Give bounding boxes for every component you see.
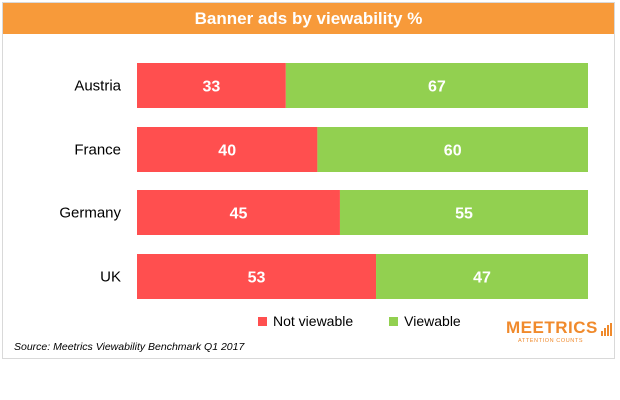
- data-label-not-viewable-uk: 53: [248, 270, 266, 287]
- category-label-germany: Germany: [59, 205, 121, 222]
- bar-not-viewable-france: [137, 127, 318, 172]
- meetrics-logo: MEETRICS ATTENTION COUNTS: [506, 318, 612, 349]
- legend-label-viewable: Viewable: [404, 313, 461, 329]
- legend-swatch-not-viewable: [258, 316, 267, 326]
- title-bar: Banner ads by viewability %: [3, 3, 614, 34]
- logo-tagline: ATTENTION COUNTS: [518, 338, 584, 344]
- data-label-not-viewable-austria: 33: [203, 79, 221, 96]
- legend-swatch-viewable: [389, 316, 399, 326]
- bar-viewable-germany: [339, 190, 588, 235]
- bar-viewable-austria: [285, 63, 588, 108]
- category-label-uk: UK: [100, 269, 121, 286]
- source-note: Source: Meetrics Viewability Benchmark Q…: [14, 341, 245, 353]
- data-label-viewable-france: 60: [444, 143, 462, 160]
- data-label-viewable-germany: 55: [455, 206, 473, 223]
- logo-wordmark: MEETRICS: [506, 318, 598, 337]
- data-label-not-viewable-france: 40: [218, 143, 236, 160]
- legend: Not viewable Viewable: [258, 313, 497, 329]
- category-label-austria: Austria: [74, 78, 121, 95]
- legend-label-not-viewable: Not viewable: [273, 313, 354, 329]
- chart-frame: [2, 2, 615, 359]
- data-label-viewable-uk: 47: [473, 270, 491, 287]
- legend-item-not-viewable: Not viewable: [258, 313, 353, 329]
- data-label-not-viewable-germany: 45: [230, 206, 248, 223]
- bar-viewable-uk: [376, 254, 588, 299]
- bar-not-viewable-uk: [137, 254, 377, 299]
- chart-title: Banner ads by viewability %: [194, 8, 423, 28]
- legend-item-viewable: Viewable: [389, 313, 461, 329]
- bar-not-viewable-austria: [137, 63, 286, 108]
- data-label-viewable-austria: 67: [428, 79, 446, 96]
- category-label-france: France: [74, 142, 121, 159]
- bar-viewable-france: [317, 127, 588, 172]
- logo-bars-icon: [600, 323, 613, 336]
- bar-not-viewable-germany: [137, 190, 340, 235]
